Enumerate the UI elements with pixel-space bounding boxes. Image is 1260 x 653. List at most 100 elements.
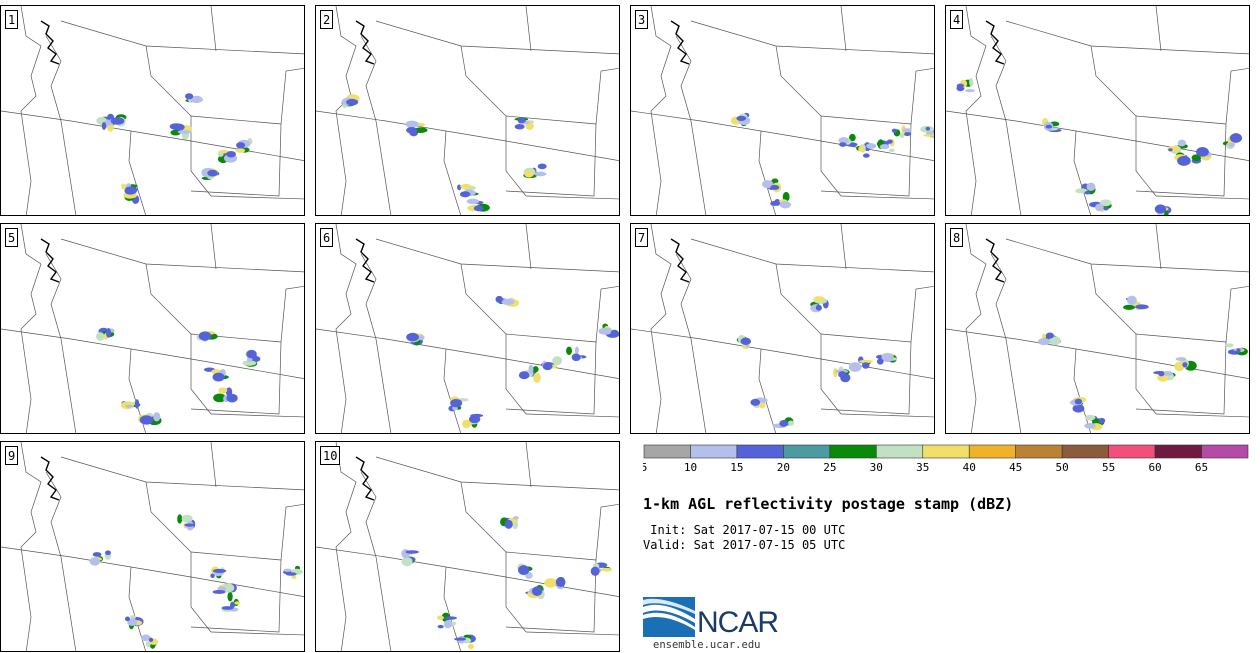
reflectivity-echoes: [96, 327, 261, 426]
reflectivity-echoes: [736, 296, 898, 429]
state-border: [1155, 413, 1249, 418]
reflectivity-echoes: [89, 514, 303, 649]
reflectivity-map: [1, 6, 304, 215]
state-border: [505, 333, 597, 415]
state-border: [1005, 20, 1249, 55]
state-border: [758, 348, 777, 433]
ncar-logo-icon: [643, 597, 695, 637]
state-border: [1155, 224, 1162, 270]
reflectivity-map: [316, 442, 619, 651]
reflectivity-map: [946, 224, 1249, 433]
state-border: [375, 120, 392, 215]
state-border: [1135, 333, 1227, 415]
state-border: [525, 442, 532, 488]
colorbar-segment: [1015, 444, 1063, 459]
state-border: [1090, 263, 1157, 415]
state-border: [946, 328, 1249, 380]
reflectivity-map: [316, 224, 619, 433]
state-border: [375, 238, 619, 273]
state-border: [1005, 120, 1022, 215]
logo-text: NCAR: [697, 606, 779, 639]
member-number: 2: [320, 10, 334, 29]
state-border: [525, 413, 619, 418]
state-border: [595, 503, 619, 561]
state-border: [210, 631, 304, 636]
state-border: [1, 110, 304, 162]
state-border: [60, 120, 77, 215]
reflectivity-echoes: [341, 94, 547, 212]
state-border: [360, 253, 377, 340]
state-border: [840, 224, 847, 270]
coastline: [985, 20, 1005, 65]
ensemble-member-panel: 4: [945, 5, 1250, 216]
colorbar-segment: [876, 444, 924, 459]
state-border: [190, 551, 282, 633]
ensemble-member-panel: 3: [630, 5, 935, 216]
state-border: [675, 253, 692, 340]
coastline: [670, 20, 690, 65]
colorbar-segment: [690, 444, 738, 459]
state-border: [20, 6, 42, 215]
state-border: [1073, 348, 1092, 433]
state-border: [190, 333, 282, 415]
state-border: [675, 35, 692, 122]
coastline: [355, 456, 375, 501]
state-border: [525, 631, 619, 636]
state-border: [145, 481, 212, 633]
colorbar-segment: [643, 444, 691, 459]
state-border: [280, 67, 304, 125]
coastline: [355, 20, 375, 65]
state-border: [316, 546, 619, 598]
colorbar-segment: [1108, 444, 1156, 459]
state-border: [60, 556, 77, 651]
member-number: 7: [635, 228, 649, 247]
coastline: [355, 238, 375, 283]
state-border: [690, 20, 934, 55]
colorbar-tick-label: 50: [1056, 461, 1069, 474]
state-border: [210, 224, 217, 270]
init-time: Init: Sat 2017-07-15 00 UTC: [643, 523, 846, 537]
state-border: [525, 195, 619, 200]
state-border: [1225, 67, 1249, 125]
state-border: [525, 224, 532, 270]
state-border: [335, 6, 357, 215]
state-border: [210, 413, 304, 418]
state-border: [910, 285, 934, 343]
state-border: [690, 338, 707, 433]
state-border: [280, 285, 304, 343]
state-border: [375, 456, 619, 491]
state-border: [1, 546, 304, 598]
coastline: [40, 456, 60, 501]
state-border: [840, 195, 934, 200]
state-border: [1005, 238, 1249, 273]
ensemble-member-panel: 2: [315, 5, 620, 216]
reflectivity-map: [631, 224, 934, 433]
state-border: [45, 35, 62, 122]
ensemble-member-panel: 1: [0, 5, 305, 216]
state-border: [650, 6, 672, 215]
state-border: [631, 110, 934, 162]
state-border: [460, 45, 527, 197]
state-border: [820, 333, 912, 415]
state-border: [460, 263, 527, 415]
member-number: 6: [320, 228, 334, 247]
member-number: 3: [635, 10, 649, 29]
colorbar-tick-label: 40: [963, 461, 976, 474]
reflectivity-echoes: [96, 93, 253, 205]
reflectivity-map: [1, 224, 304, 433]
coastline: [670, 238, 690, 283]
state-border: [210, 442, 217, 488]
state-border: [45, 253, 62, 340]
state-border: [1155, 195, 1249, 200]
colorbar-tick-label: 25: [823, 461, 836, 474]
colorbar-tick-label: 10: [684, 461, 697, 474]
state-border: [280, 503, 304, 561]
ensemble-member-panel: 8: [945, 223, 1250, 434]
state-border: [128, 130, 147, 215]
ensemble-member-panel: 10: [315, 441, 620, 652]
state-border: [443, 348, 462, 433]
colorbar-tick-label: 45: [1009, 461, 1022, 474]
state-border: [595, 67, 619, 125]
state-border: [316, 110, 619, 162]
state-border: [60, 238, 304, 273]
